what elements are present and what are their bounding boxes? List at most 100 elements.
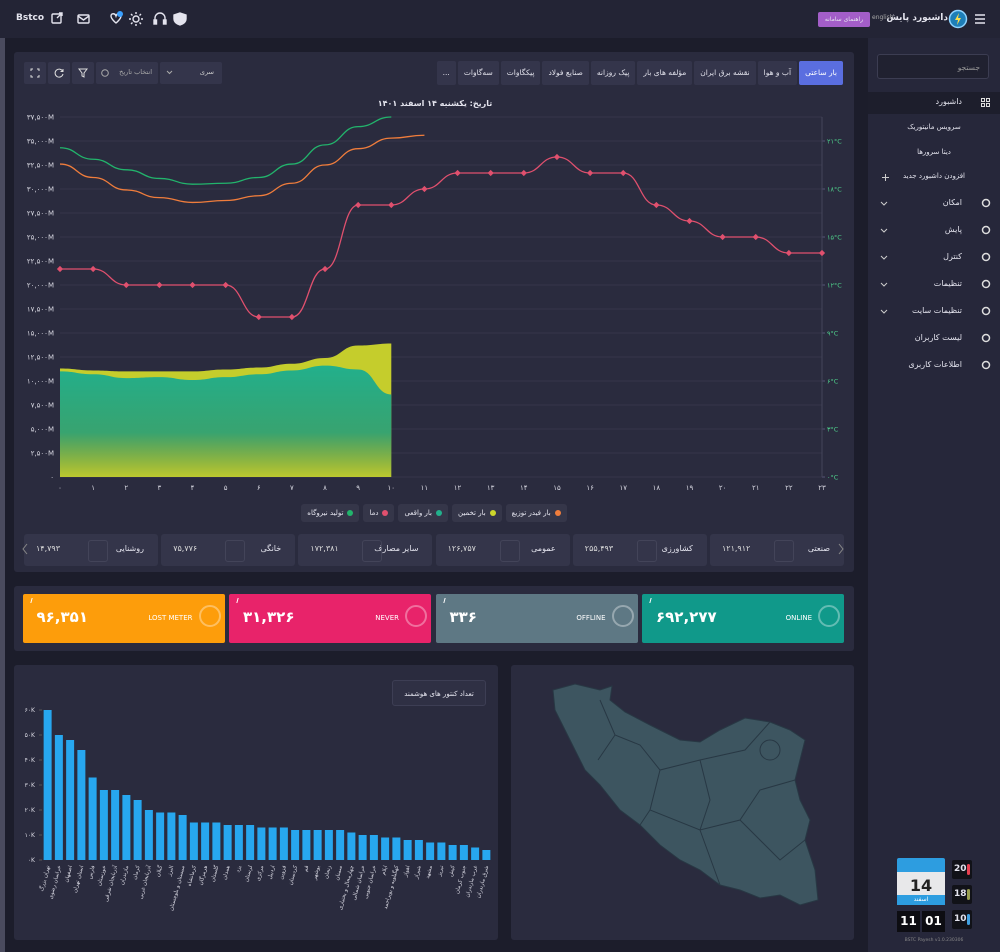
menu-item[interactable]: تنظیمات سایت <box>868 301 1000 323</box>
status-icon <box>818 605 840 627</box>
menu-item[interactable]: پایش <box>868 220 1000 242</box>
bar <box>471 847 480 860</box>
legend-item[interactable]: تولید نیروگاه <box>301 504 360 522</box>
legend-item[interactable]: بار فیدر توزیع <box>505 504 567 522</box>
search-box[interactable]: جستجو <box>877 54 989 79</box>
submenu-item[interactable]: دیتا سرورها <box>868 143 1000 165</box>
x-tick-label: مرکزی <box>254 865 265 882</box>
submenu-label: افزودن داشبورد جدید <box>902 172 966 180</box>
x-tick-label: گیلان <box>154 864 164 877</box>
chevron <box>880 282 888 287</box>
menu-icon <box>981 225 991 235</box>
legend-item[interactable]: دما <box>363 504 395 522</box>
x-tick-label: قزوین <box>278 865 288 880</box>
card-label: عمومی <box>531 544 556 553</box>
tab[interactable]: صنایع فولاد <box>542 61 589 85</box>
consumption-card: کشاورزی ۲۵۵,۴۹۳ <box>572 534 707 566</box>
tab[interactable]: بار ساعتی <box>799 61 843 85</box>
card-label: خانگی <box>260 544 282 553</box>
x-tick-label: مشهد <box>425 865 434 879</box>
x-tick-label: ۹ <box>356 484 360 492</box>
menu-label: اطلاعات کاربری <box>908 360 962 369</box>
x-tick-label: اصفهان <box>64 865 74 884</box>
card-label: کشاورزی <box>661 544 693 553</box>
bar <box>178 815 187 860</box>
marker <box>255 313 262 321</box>
bar <box>448 845 457 860</box>
bar-chart-title: تعداد کنتور های هوشمند <box>392 680 486 706</box>
bar <box>268 827 277 860</box>
bar <box>144 810 153 860</box>
y2-tick-label: ۲۱°C <box>827 138 842 146</box>
tab[interactable]: نقشه برق ایران <box>694 61 756 85</box>
bar <box>302 830 311 860</box>
menu-item[interactable]: لیست کاربران <box>868 328 1000 350</box>
scroll-left[interactable] <box>20 540 30 558</box>
legend-label: بار فیدر توزیع <box>511 509 551 517</box>
card-label: روشنایی <box>115 544 144 553</box>
submenu-item[interactable]: سرویس مانیتوریک <box>868 118 1000 140</box>
fullscreen-button[interactable] <box>24 62 46 84</box>
tab[interactable]: پیک روزانه <box>590 61 636 85</box>
legend-item[interactable]: بار واقعی <box>398 504 449 522</box>
bar <box>291 830 300 860</box>
x-tick-label: ۱۵ <box>553 484 561 492</box>
tab[interactable]: مؤلفه های بار <box>637 61 693 85</box>
plus-v <box>885 174 886 181</box>
bar <box>437 842 446 860</box>
menu-item[interactable]: تنظیمات <box>868 274 1000 296</box>
x-tick-label: ایلام <box>381 865 389 876</box>
brand: Bstco <box>16 13 45 23</box>
footer: BSTC Payesh v1.0.230306 <box>904 938 964 943</box>
filter-button[interactable] <box>72 62 94 84</box>
y-tick-label: ۴۰K <box>25 757 36 764</box>
y-tick-label: ۲۰K <box>25 807 36 814</box>
bar <box>324 830 333 860</box>
bar <box>54 735 63 860</box>
status-value: ۹۶,۳۵۱ <box>36 608 88 626</box>
series-select[interactable]: سری <box>160 62 222 84</box>
tab[interactable]: پیکگاوات <box>500 61 541 85</box>
menu-icon <box>981 252 991 262</box>
refresh-button[interactable] <box>48 62 70 84</box>
card-label: صنعتی <box>807 544 830 553</box>
tab[interactable]: ... <box>436 61 456 85</box>
status-label: OFFLINE <box>576 614 606 622</box>
chevron <box>880 309 888 314</box>
legend-item[interactable]: بار تخمین <box>452 504 502 522</box>
logo-menu[interactable] <box>948 9 994 29</box>
submenu-item[interactable]: افزودن داشبورد جدید <box>868 167 1000 189</box>
y-tick-label: ۳۰,۰۰۰M <box>27 186 54 194</box>
x-tick-label: ۲۰ <box>719 484 727 492</box>
x-tick-label: ۱۱ <box>421 484 429 492</box>
scroll-right[interactable] <box>836 540 846 558</box>
consumption-card: صنعتی ۱۲۱,۹۱۲ <box>710 534 844 566</box>
tabs: بار ساعتی آب و هوا نقشه برق ایران مؤلفه های… <box>436 61 843 85</box>
marker <box>288 313 296 321</box>
toolbar-icons[interactable] <box>50 11 195 27</box>
bar <box>156 812 165 860</box>
temp-box: 10 <box>952 910 972 929</box>
bar <box>369 835 378 860</box>
consumption-card: عمومی ۱۲۶,۷۵۷ <box>435 534 570 566</box>
language-switch[interactable]: english <box>872 14 894 21</box>
tab[interactable]: آب و هوا <box>757 61 798 85</box>
status-card: ۹۶,۳۵۱ LOST METER <box>22 594 225 643</box>
menu-item-active[interactable]: داشبورد <box>868 92 1000 114</box>
date-picker[interactable]: انتخاب تاریخ <box>96 62 158 84</box>
bar <box>426 842 435 860</box>
chevron-shape <box>880 309 888 314</box>
menu-item[interactable]: اطلاعات کاربری <box>868 355 1000 377</box>
y-tick-label: ۵۰K <box>25 732 36 739</box>
card-value: ۱۲۱,۹۱۲ <box>722 544 751 553</box>
menu-item[interactable]: کنترل <box>868 247 1000 269</box>
info-icon <box>442 598 446 603</box>
y2-tick-label: ۱۲°C <box>827 282 842 290</box>
x-tick-label: ۱۸ <box>653 484 661 492</box>
y-tick-label: ۲۲,۵۰۰M <box>27 258 54 266</box>
thermometer <box>967 864 970 875</box>
tab[interactable]: سه‌گاوات <box>457 61 499 85</box>
menu-item[interactable]: امکان <box>868 193 1000 215</box>
help-button[interactable]: راهنمای سامانه <box>818 12 870 27</box>
bar <box>246 825 255 860</box>
